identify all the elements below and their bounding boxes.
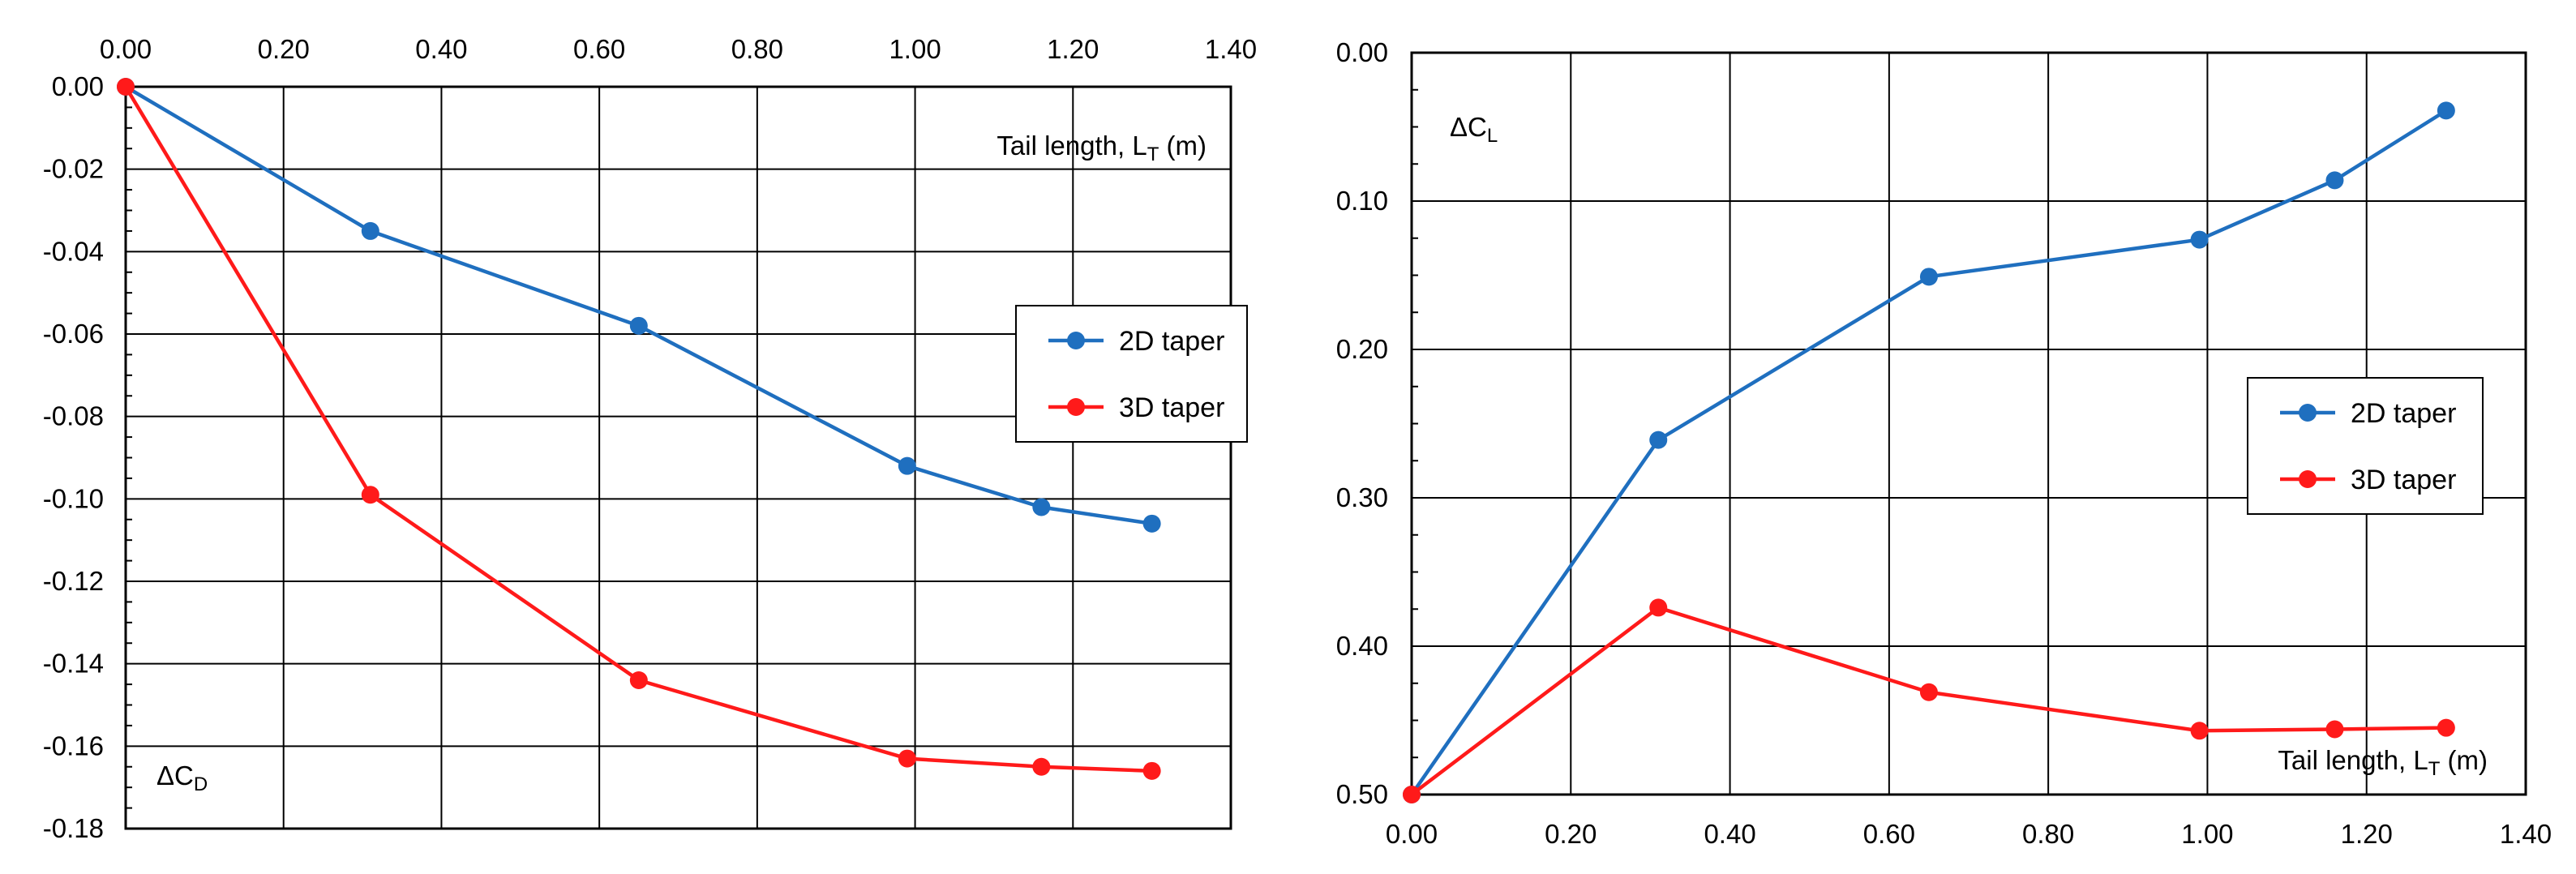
data-point-3d-taper [898, 749, 916, 768]
x-tick-label: 0.20 [1545, 819, 1597, 849]
y-tick-label: 0.00 [1336, 37, 1388, 67]
y-tick-label: -0.16 [43, 730, 104, 760]
chart-drag-coefficient: 0.00 0.20 0.40 0.60 0.80 1.00 1.20 1.40 0.00 -0.0… [43, 34, 1257, 843]
x-tick-label: 1.00 [2181, 819, 2233, 849]
y-tick-label: 0.10 [1336, 186, 1388, 216]
plot-frame [124, 85, 1232, 830]
legend-marker [2299, 404, 2317, 422]
x-tick-label: 0.80 [2022, 819, 2074, 849]
legend-box [2247, 377, 2484, 515]
data-point-2d-taper [1649, 431, 1668, 449]
data-point-3d-taper [1649, 598, 1668, 617]
data-point-2d-taper [361, 221, 379, 240]
legend-label: 2D taper [1119, 326, 1224, 357]
x-tick-label: 1.40 [2500, 819, 2552, 849]
x-tick-label: 0.20 [258, 34, 310, 64]
legend-label: 2D taper [2351, 398, 2456, 429]
data-point-2d-taper [898, 456, 916, 475]
legend-marker [1067, 398, 1085, 416]
series-line-3d-taper [124, 85, 1152, 773]
data-point-2d-taper [2437, 101, 2455, 120]
x-tick-label: 0.00 [1386, 819, 1438, 849]
series-line-2d-taper [124, 85, 1152, 526]
data-point-3d-taper [117, 78, 135, 96]
data-point-2d-taper [1032, 498, 1051, 516]
data-point-2d-taper [2325, 171, 2344, 190]
data-point-3d-taper [2437, 718, 2455, 737]
chart-lift-coefficient: 0.00 0.20 0.40 0.60 0.80 1.00 1.20 1.40 0.00 0.10… [1336, 37, 2552, 849]
legend-box [1015, 305, 1248, 443]
x-tick-label: 0.40 [415, 34, 467, 64]
data-point-3d-taper [1403, 786, 1421, 803]
data-point-3d-taper [361, 486, 379, 504]
y-tick-label: -0.14 [43, 649, 104, 679]
x-tick-label: 1.00 [889, 34, 941, 64]
legend-marker [2299, 470, 2317, 488]
legend-marker [1067, 332, 1085, 349]
y-tick-label: -0.04 [43, 236, 104, 266]
y-tick-label: -0.08 [43, 401, 104, 431]
y-tick-label: -0.06 [43, 319, 104, 349]
x-tick-label: 1.20 [2341, 819, 2393, 849]
data-point-3d-taper [1032, 757, 1051, 776]
y-axis-label: ΔCD [156, 760, 208, 795]
data-point-2d-taper [1919, 268, 1938, 286]
y-tick-label: -0.18 [43, 813, 104, 843]
y-tick-label: -0.02 [43, 154, 104, 184]
x-tick-label: 0.60 [573, 34, 625, 64]
x-axis-label: Tail length, LT (m) [997, 131, 1207, 165]
y-tick-label: -0.10 [43, 483, 104, 513]
plot-area [126, 87, 1231, 829]
data-point-2d-taper [2190, 230, 2209, 249]
data-point-3d-taper [1919, 683, 1938, 701]
y-tick-label: 0.00 [52, 71, 104, 101]
x-tick-label: 0.80 [731, 34, 783, 64]
y-tick-label: 0.40 [1336, 631, 1388, 661]
x-axis-label: Tail length, LT (m) [2278, 745, 2488, 780]
y-tick-label: -0.12 [43, 566, 104, 596]
y-tick-label: 0.30 [1336, 482, 1388, 512]
legend-label: 3D taper [2351, 465, 2456, 495]
y-tick-label: 0.50 [1336, 779, 1388, 809]
plot-frame [1410, 51, 2527, 796]
data-point-3d-taper [629, 671, 648, 689]
y-axis-label: ΔCL [1450, 112, 1498, 147]
y-tick-label: 0.20 [1336, 334, 1388, 364]
data-point-3d-taper [2325, 720, 2344, 739]
x-tick-label: 0.40 [1704, 819, 1755, 849]
data-point-3d-taper [2190, 722, 2209, 740]
series-line-2d-taper [1410, 109, 2448, 796]
series-line-3d-taper [1410, 606, 2446, 796]
x-tick-label: 0.00 [100, 34, 152, 64]
data-point-2d-taper [629, 316, 648, 335]
x-tick-label: 1.20 [1047, 34, 1099, 64]
x-tick-label: 1.40 [1205, 34, 1257, 64]
legend-label: 3D taper [1119, 392, 1224, 423]
x-tick-label: 0.60 [1863, 819, 1915, 849]
data-point-3d-taper [1142, 761, 1161, 780]
data-point-2d-taper [1142, 514, 1161, 533]
